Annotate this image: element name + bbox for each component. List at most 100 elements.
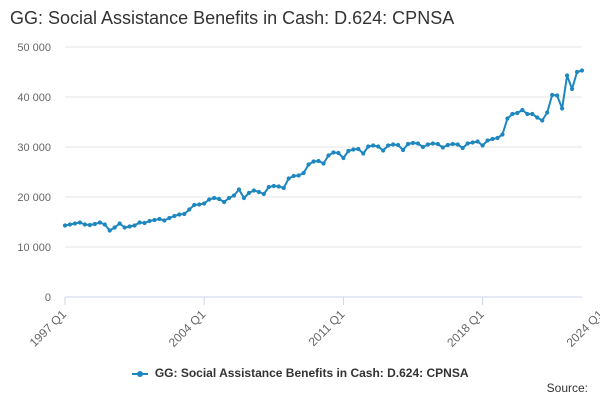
data-point[interactable]	[564, 73, 570, 78]
data-point[interactable]	[540, 118, 545, 123]
data-point[interactable]	[142, 220, 147, 226]
data-point[interactable]	[440, 145, 445, 150]
data-point[interactable]	[231, 193, 237, 198]
data-point[interactable]	[202, 201, 207, 206]
data-point[interactable]	[525, 111, 530, 117]
data-point[interactable]	[430, 141, 435, 146]
data-point[interactable]	[82, 222, 87, 227]
data-point[interactable]	[435, 141, 440, 147]
data-point[interactable]	[77, 220, 83, 225]
data-point[interactable]	[326, 153, 331, 158]
data-point[interactable]	[415, 141, 421, 146]
data-point[interactable]	[301, 170, 306, 176]
data-point[interactable]	[162, 218, 167, 223]
data-point[interactable]	[122, 225, 127, 230]
data-point[interactable]	[296, 173, 301, 178]
data-point[interactable]	[286, 176, 291, 181]
data-point[interactable]	[425, 142, 430, 147]
data-point[interactable]	[192, 202, 197, 208]
data-point[interactable]	[390, 142, 396, 147]
data-point[interactable]	[555, 93, 560, 98]
data-point[interactable]	[341, 155, 346, 161]
data-point[interactable]	[182, 211, 187, 217]
data-point[interactable]	[226, 195, 232, 201]
data-point[interactable]	[256, 189, 261, 195]
data-point[interactable]	[127, 224, 132, 229]
data-point[interactable]	[510, 111, 515, 117]
data-point[interactable]	[405, 141, 411, 147]
data-point[interactable]	[187, 207, 192, 212]
data-point[interactable]	[455, 142, 460, 147]
data-point[interactable]	[535, 115, 540, 120]
data-point[interactable]	[480, 143, 485, 148]
data-point[interactable]	[574, 69, 580, 75]
data-point[interactable]	[356, 146, 361, 152]
data-point[interactable]	[271, 183, 276, 189]
data-point[interactable]	[361, 151, 366, 156]
data-point[interactable]	[107, 228, 112, 233]
data-point[interactable]	[157, 216, 162, 222]
data-point[interactable]	[366, 144, 371, 149]
data-point[interactable]	[306, 162, 311, 167]
data-point[interactable]	[460, 145, 465, 151]
data-point[interactable]	[346, 148, 351, 154]
data-point[interactable]	[395, 142, 401, 148]
data-point[interactable]	[251, 188, 257, 193]
data-point[interactable]	[470, 140, 475, 145]
data-point[interactable]	[132, 223, 137, 228]
data-point[interactable]	[560, 106, 565, 111]
data-point[interactable]	[197, 202, 202, 207]
data-point[interactable]	[152, 217, 157, 223]
data-point[interactable]	[376, 144, 381, 149]
data-point[interactable]	[87, 222, 92, 228]
data-point[interactable]	[331, 150, 336, 155]
data-point[interactable]	[92, 221, 97, 227]
data-point[interactable]	[117, 221, 122, 226]
data-point[interactable]	[97, 220, 102, 225]
data-point[interactable]	[475, 139, 480, 144]
data-point[interactable]	[371, 143, 376, 148]
data-point[interactable]	[336, 150, 341, 156]
data-point[interactable]	[520, 107, 525, 113]
data-point[interactable]	[485, 138, 490, 143]
data-point[interactable]	[450, 141, 455, 147]
data-point[interactable]	[172, 213, 177, 219]
data-point[interactable]	[67, 222, 73, 227]
data-point[interactable]	[445, 142, 450, 148]
data-point[interactable]	[291, 173, 296, 179]
data-point[interactable]	[465, 141, 470, 146]
data-point[interactable]	[236, 187, 242, 192]
data-point[interactable]	[500, 132, 505, 137]
data-point[interactable]	[351, 147, 356, 152]
data-point[interactable]	[212, 195, 217, 201]
data-point[interactable]	[112, 225, 117, 230]
data-point[interactable]	[167, 215, 172, 221]
data-point[interactable]	[276, 184, 281, 189]
data-point[interactable]	[311, 159, 316, 164]
data-point[interactable]	[515, 110, 520, 116]
data-point[interactable]	[137, 220, 142, 225]
data-point[interactable]	[381, 148, 386, 153]
data-point[interactable]	[102, 222, 107, 227]
data-point[interactable]	[281, 185, 286, 191]
data-point[interactable]	[316, 158, 321, 164]
data-point[interactable]	[490, 136, 495, 142]
data-point[interactable]	[569, 86, 575, 92]
data-point[interactable]	[266, 184, 271, 190]
data-point[interactable]	[147, 218, 152, 224]
legend[interactable]: GG: Social Assistance Benefits in Cash: …	[0, 366, 600, 380]
data-point[interactable]	[246, 190, 252, 196]
data-point[interactable]	[207, 197, 212, 202]
data-point[interactable]	[410, 140, 416, 146]
data-point[interactable]	[505, 116, 510, 121]
data-point[interactable]	[386, 143, 391, 148]
data-point[interactable]	[321, 161, 326, 166]
data-point[interactable]	[420, 144, 426, 150]
data-point[interactable]	[72, 221, 78, 226]
data-point[interactable]	[221, 199, 227, 205]
data-point[interactable]	[177, 212, 182, 217]
data-point[interactable]	[530, 111, 535, 117]
data-point[interactable]	[400, 147, 406, 153]
data-point[interactable]	[241, 195, 247, 201]
data-point[interactable]	[550, 92, 555, 98]
